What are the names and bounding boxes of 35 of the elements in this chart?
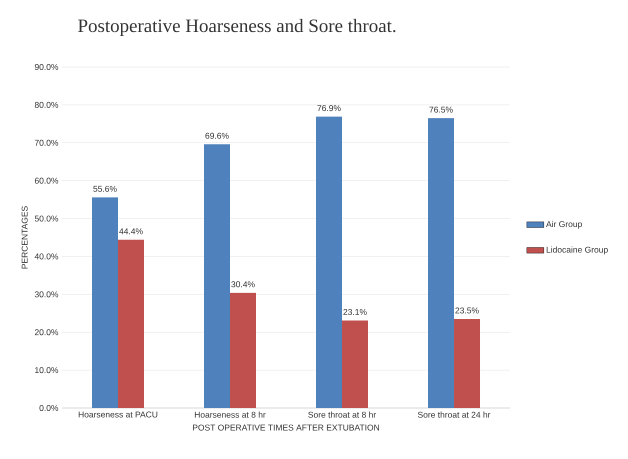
bar [342,320,368,408]
x-tick-label: Sore throat at 24 hr [418,412,490,418]
bar [92,197,118,408]
data-label: 55.6% [93,186,117,192]
chart-title: Postoperative Hoarseness and Sore throat. [78,18,396,36]
x-tick-label: Sore throat at 8 hr [308,412,376,418]
bar [316,116,342,408]
y-tick-label: 80.0% [34,102,58,108]
data-label: 76.9% [317,105,341,112]
data-label: 76.5% [429,106,453,113]
data-label: 23.1% [343,308,367,315]
y-tick-label: 50.0% [34,216,58,222]
bar [454,318,480,408]
y-tick-label: 40.0% [34,253,58,260]
legend-label: Air Group [546,220,582,229]
x-tick-label: Hoarseness at 8 hr [194,412,266,418]
y-tick-label: 30.0% [34,291,58,298]
bar [118,240,144,408]
bar [428,118,454,408]
x-tick-label: Hoarseness at PACU [78,412,158,418]
y-tick-label: 0.0% [40,405,58,411]
x-axis-title: POST OPERATIVE TIMES AFTER EXTUBATION [192,424,380,431]
y-tick-label: 60.0% [34,178,58,184]
bar [230,292,256,408]
data-label: 44.4% [119,228,143,234]
legend-label: Lidocaine Group [546,246,608,254]
data-label: 30.4% [231,281,255,288]
y-tick-label: 10.0% [35,367,58,374]
y-tick-label: 70.0% [34,140,58,146]
bar [204,144,230,408]
data-label: 69.6% [205,132,229,139]
y-tick-label: 90.0% [34,64,58,70]
y-tick-label: 20.0% [34,329,58,336]
y-axis-title: PERCENTAGES [22,206,28,268]
data-label: 23.5% [455,307,479,314]
